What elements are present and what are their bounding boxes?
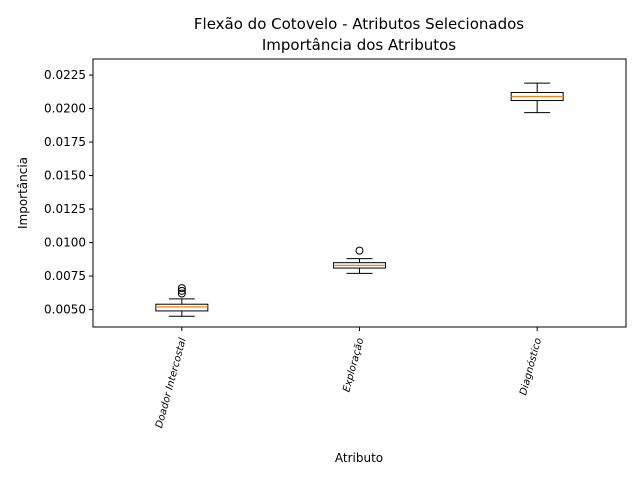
- chart-title-line2: Importância dos Atributos: [262, 36, 456, 54]
- y-axis-label: Importância: [16, 157, 30, 229]
- y-tick-label: 0.0050: [44, 303, 86, 317]
- outlier-point: [177, 289, 186, 298]
- y-axis: 0.0050 0.0075 0.0100 0.0125 0.0150 0.0175 0.02…: [44, 68, 93, 317]
- x-tick-label: Diagnóstico: [517, 337, 544, 397]
- y-tick-label: 0.0150: [44, 169, 86, 183]
- y-tick-label: 0.0200: [44, 102, 86, 116]
- outlier-point: [177, 286, 186, 295]
- y-tick-label: 0.0175: [44, 135, 86, 149]
- y-tick-label: 0.0100: [44, 236, 86, 250]
- x-tick-label: Doador Intercostal: [154, 337, 189, 430]
- x-axis: Doador Intercostal Exploração Diagnóstico: [154, 327, 544, 429]
- plot-area: [92, 58, 627, 328]
- box: [155, 303, 209, 312]
- box-group: [155, 284, 209, 317]
- x-tick-label: Exploração: [341, 337, 366, 393]
- boxes: [155, 82, 564, 317]
- y-tick-label: 0.0225: [44, 68, 86, 82]
- y-tick-label: 0.0075: [44, 269, 86, 283]
- chart-title-line1: Flexão do Cotovelo - Atributos Seleciona…: [194, 15, 524, 33]
- box-group: [333, 246, 386, 274]
- outlier-point: [177, 284, 186, 293]
- box-group: [510, 82, 564, 114]
- outlier-point: [355, 246, 364, 255]
- x-axis-label: Atributo: [335, 451, 383, 465]
- y-tick-label: 0.0125: [44, 202, 86, 216]
